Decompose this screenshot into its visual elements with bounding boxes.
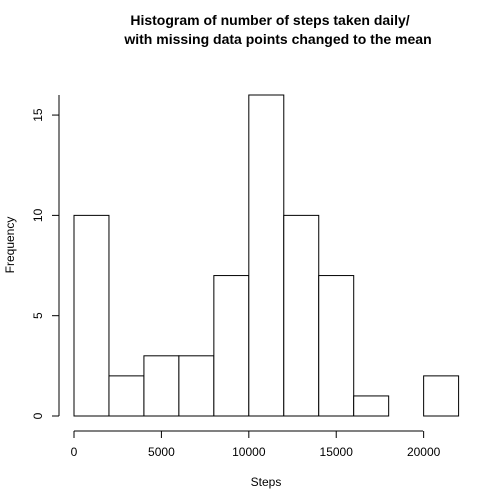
y-axis-label: Frequency [3,217,17,274]
bars-group [73,94,460,417]
histogram-bar-6 [283,214,320,417]
y-tick-label-0: 0 [31,412,45,419]
chart-title-line-1: Histogram of number of steps taken daily… [130,12,409,28]
histogram-bar-5 [248,94,285,417]
histogram-bar-1 [108,375,145,417]
histogram-bar-4 [213,275,250,417]
histogram-bar-2 [143,355,180,417]
x-tick-label-3: 15000 [320,445,354,459]
histogram-bar-10 [423,375,460,417]
y-tick-label-2: 10 [31,208,45,222]
x-axis-label: Steps [251,475,282,489]
x-tick-label-0: 0 [71,445,78,459]
y-tick-label-1: 5 [31,312,45,319]
histogram-bar-3 [178,355,215,417]
y-tick-label-3: 15 [31,108,45,122]
histogram-bar-7 [318,275,355,417]
chart-title-line-2: with missing data points changed to the … [123,31,431,47]
y-axis-ticks: 0 5 10 15 [31,108,59,419]
x-axis-ticks: 0 5000 10000 15000 20000 [71,431,441,459]
x-tick-label-2: 10000 [232,445,266,459]
histogram-bar-8 [353,395,390,417]
histogram-bar-0 [73,214,110,417]
x-tick-label-4: 20000 [407,445,441,459]
x-tick-label-1: 5000 [148,445,175,459]
